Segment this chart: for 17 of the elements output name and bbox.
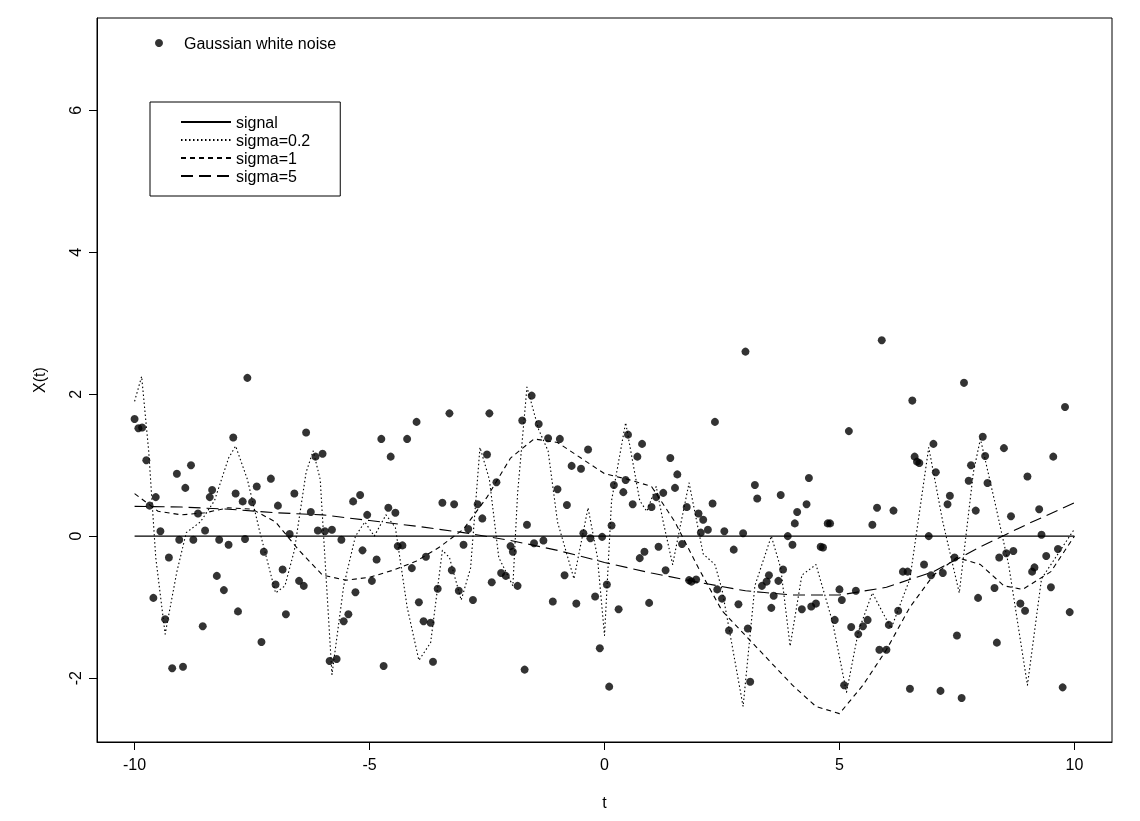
legend-label: Gaussian white noise [184,34,337,52]
x-tick-label: 0 [600,755,610,773]
y-tick-label: 0 [66,531,84,541]
legend-label: sigma=5 [236,167,298,185]
x-tick-label: 5 [835,755,844,773]
legend-label: signal [236,113,278,131]
y-axis-title: X(t) [30,367,48,393]
x-axis-title: t [602,793,608,811]
x-tick-label: 10 [1065,755,1084,773]
y-tick-label: 2 [66,389,84,399]
legend-label: sigma=0.2 [236,131,311,149]
y-tick-label: 4 [66,247,84,257]
x-tick-label: -10 [123,755,147,773]
y-tick-label: 6 [66,105,84,115]
x-tick-label: -5 [362,755,377,773]
legend-label: sigma=1 [236,149,298,167]
y-tick-label: -2 [66,670,84,686]
